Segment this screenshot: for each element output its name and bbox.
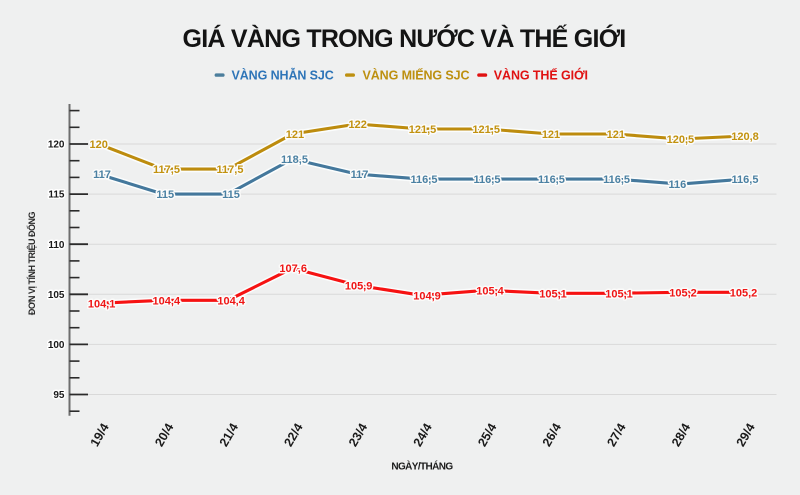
svg-text:104,4: 104,4 (153, 295, 181, 307)
svg-text:105: 105 (48, 290, 65, 301)
svg-text:117,5: 117,5 (217, 164, 244, 176)
svg-text:NGÀY/THÁNG: NGÀY/THÁNG (391, 460, 453, 473)
svg-text:122: 122 (349, 119, 367, 131)
svg-text:116,5: 116,5 (474, 174, 501, 186)
svg-text:ĐƠN VỊ TÍNH TRIỆU ĐỔNG: ĐƠN VỊ TÍNH TRIỆU ĐỔNG (26, 212, 37, 316)
svg-text:116,5: 116,5 (538, 174, 565, 186)
svg-text:VÀNG NHẪN SJC: VÀNG NHẪN SJC (232, 68, 334, 83)
svg-text:GIÁ VÀNG TRONG NƯỚC VÀ THẾ GIỚ: GIÁ VÀNG TRONG NƯỚC VÀ THẾ GIỚI (183, 23, 626, 53)
svg-text:105,1: 105,1 (539, 288, 567, 300)
svg-text:105,4: 105,4 (476, 285, 504, 297)
svg-text:105,2: 105,2 (730, 287, 758, 299)
svg-text:121: 121 (542, 129, 560, 141)
svg-text:116,5: 116,5 (411, 174, 438, 186)
svg-text:121,5: 121,5 (409, 124, 437, 136)
svg-text:115: 115 (222, 189, 240, 201)
svg-text:105,1: 105,1 (605, 288, 633, 300)
svg-text:121,5: 121,5 (472, 124, 500, 136)
svg-text:120,5: 120,5 (667, 134, 695, 146)
svg-text:116,5: 116,5 (603, 174, 630, 186)
svg-text:118,5: 118,5 (281, 154, 308, 166)
svg-text:100: 100 (48, 340, 65, 351)
svg-text:107,6: 107,6 (279, 263, 307, 275)
svg-text:117,5: 117,5 (153, 164, 180, 176)
svg-text:120: 120 (48, 140, 65, 151)
svg-text:VÀNG MIẾNG SJC: VÀNG MIẾNG SJC (363, 68, 470, 83)
svg-text:104,9: 104,9 (413, 290, 441, 302)
svg-text:115: 115 (156, 189, 174, 201)
svg-text:VÀNG THẾ GIỚI: VÀNG THẾ GIỚI (494, 68, 588, 83)
svg-text:105,2: 105,2 (669, 287, 697, 299)
svg-text:121: 121 (607, 129, 625, 141)
svg-text:121: 121 (286, 129, 304, 141)
svg-text:120,8: 120,8 (731, 131, 759, 143)
svg-text:116: 116 (669, 179, 687, 191)
svg-text:95: 95 (53, 390, 65, 401)
svg-text:110: 110 (48, 240, 65, 251)
svg-text:104,1: 104,1 (88, 298, 116, 310)
svg-text:120: 120 (90, 139, 108, 151)
svg-text:115: 115 (48, 190, 65, 201)
svg-text:105,9: 105,9 (345, 280, 373, 292)
svg-text:104,4: 104,4 (217, 295, 245, 307)
svg-text:116,5: 116,5 (732, 174, 759, 186)
svg-text:117: 117 (351, 169, 369, 181)
svg-text:117: 117 (93, 169, 111, 181)
